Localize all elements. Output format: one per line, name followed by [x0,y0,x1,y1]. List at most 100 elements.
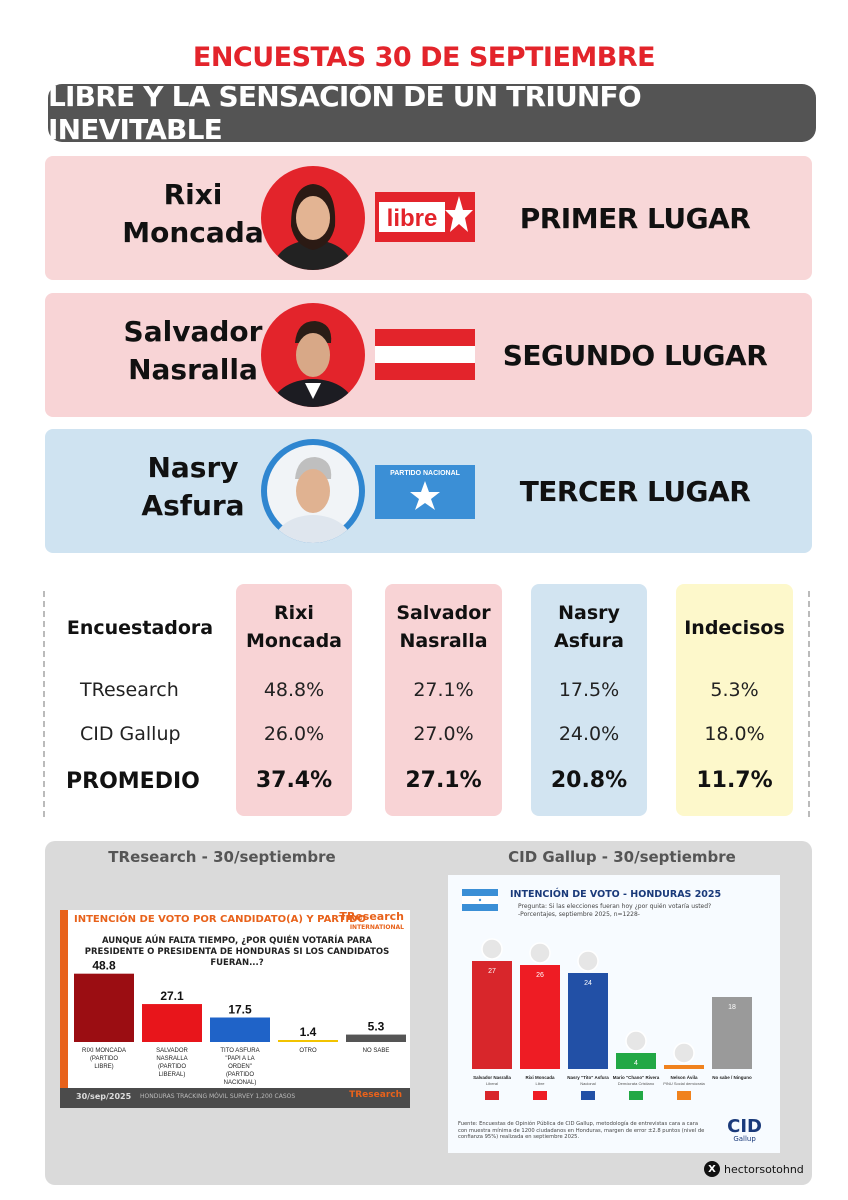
liberal-party-flag [375,323,475,385]
tresearch-value-label: 27.1 [160,989,184,1003]
tresearch-value-label: 1.4 [300,1025,317,1039]
cid-party-label: PINU Social demócrata [663,1081,705,1086]
cell-average: 20.8% [550,768,628,793]
header-stripe [60,910,68,1108]
divider-left [43,591,45,817]
cid-bar [472,961,512,1069]
divider-right [808,591,810,817]
cid-value-label: 27 [488,968,496,975]
cid-bar [520,965,560,1069]
candidate-photo-nasry [261,439,365,543]
tresearch-bar [278,1040,338,1042]
social-handle[interactable]: X hectorsotohnd [704,1161,804,1177]
svg-text:PARTIDO NACIONAL: PARTIDO NACIONAL [390,470,461,477]
cid-category-label: No sabe / Ninguno [712,1075,752,1080]
cid-bar [568,973,608,1069]
cell-value: 5.3% [710,679,759,701]
row-label-cid: CID Gallup [80,723,181,745]
cid-title: CID Gallup - 30/septiembre [508,848,736,866]
row-label-tresearch: TResearch [80,679,179,701]
cell-value: 24.0% [558,723,620,745]
cid-category-label: Salvador Nasralla [473,1075,511,1080]
cid-party-label: Demócrata Cristiano [618,1081,655,1086]
cell-value: 27.1% [413,679,474,701]
table-header-nasry: Nasry Asfura [554,602,624,652]
table-header-rixi: Rixi Moncada [246,602,342,652]
table-header-indecisos: Indecisos [684,617,785,639]
cell-value: 18.0% [704,723,765,745]
tresearch-question: AUNQUE AÚN FALTA TIEMPO, ¿POR QUIÉN VOTA… [84,936,390,968]
tresearch-category-label: NO SABE [363,1048,390,1054]
tresearch-category-label: (PARTIDO [226,1072,254,1078]
cell-average: 27.1% [405,768,482,793]
tresearch-category-label: (PARTIDO [158,1064,186,1070]
cid-party-label: Nacional [580,1081,596,1086]
candidate-card-rixi: Rixi Moncada libre PRIMER LUGAR [45,156,812,280]
cell-value: 27.0% [413,723,474,745]
place-label: TERCER LUGAR [519,474,751,508]
tresearch-category-label: RIXI MONCADA [82,1048,126,1054]
tresearch-value-label: 5.3 [368,1020,385,1034]
column-indecisos [676,584,793,816]
tresearch-bar [142,1004,202,1042]
cid-value-label: 26 [536,972,544,979]
page-subtitle: LIBRE Y LA SENSACIÓN DE UN TRIUNFO INEVI… [48,80,816,146]
cid-footnote: Fuente: Encuestas de Opinión Pública de … [458,1121,705,1140]
honduras-flag-icon [462,889,498,911]
tresearch-category-label: "PAPI A LA [225,1056,254,1062]
candidate-avatar-icon [529,942,551,964]
candidate-photo-salvador [261,303,365,407]
party-logo-icon [581,1091,595,1100]
cid-category-label: Nelson Ávila [670,1074,698,1080]
cell-average: 37.4% [255,768,333,793]
cid-chart-title: INTENCIÓN DE VOTO - HONDURAS 2025 [510,889,722,900]
svg-text:libre: libre [387,205,438,232]
cell-value: 17.5% [558,679,620,701]
candidate-card-nasry: Nasry Asfura PARTIDO NACIONAL TERCER LUG… [45,429,812,553]
libre-party-logo: libre [375,186,475,248]
cid-party-label: Liberal [486,1081,498,1086]
cid-bar [712,997,752,1069]
place-label: PRIMER LUGAR [519,201,751,235]
table-header-salvador: Salvador Nasralla [396,602,491,652]
tresearch-bar [210,1017,270,1042]
cid-category-label: Nasry "Tito" Asfura [567,1075,609,1080]
table-header-encuestadora: Encuestadora [66,617,214,639]
candidate-name: Nasry Asfura [141,451,245,522]
cell-value: 26.0% [263,723,325,745]
party-logo-icon [533,1091,547,1100]
tresearch-value-label: 17.5 [228,1003,252,1017]
candidate-card-salvador: Salvador Nasralla SEGUNDO LUGAR [45,293,812,417]
cid-logo: CID Gallup [727,1116,762,1144]
tresearch-category-label: LIBRE) [94,1064,113,1070]
tresearch-category-label: OTRO [299,1048,317,1054]
cid-value-label: 4 [634,1060,638,1067]
tresearch-value-label: 48.8 [92,960,116,973]
tresearch-bar [346,1034,406,1042]
cid-bar [616,1053,656,1069]
party-logo-icon [629,1091,643,1100]
candidate-avatar-icon [577,950,599,972]
tresearch-footer: 30/sep/2025 HONDURAS TRACKING MÓVIL SURV… [60,1088,410,1108]
tresearch-category-label: TITO ASFURA [220,1048,259,1054]
column-rixi [236,584,352,816]
cid-category-label: Rixi Moncada [525,1075,555,1080]
cid-category-label: Mario "Chano" Rivera [613,1075,660,1080]
candidate-avatar-icon [481,938,503,960]
cid-chart-subtitle: Pregunta: Si las elecciones fueran hoy ¿… [518,903,712,918]
tresearch-title: TResearch - 30/septiembre [108,848,336,866]
cell-average: 11.7% [696,768,773,793]
tresearch-brand: TResearch INTERNATIONAL [339,910,404,931]
cid-bar [664,1065,704,1069]
cid-value-label: 1 [682,1072,686,1079]
party-logo-icon [677,1091,691,1100]
candidate-avatar-icon [673,1042,695,1064]
page-title: ENCUESTAS 30 DE SEPTIEMBRE [192,42,656,73]
nacional-party-flag: PARTIDO NACIONAL [375,459,475,521]
tresearch-category-label: NACIONAL) [224,1080,257,1086]
candidate-photo-rixi [261,166,365,270]
party-logo-icon [485,1091,499,1100]
candidate-name: Salvador Nasralla [123,315,263,386]
candidate-name: Rixi Moncada [122,178,264,249]
